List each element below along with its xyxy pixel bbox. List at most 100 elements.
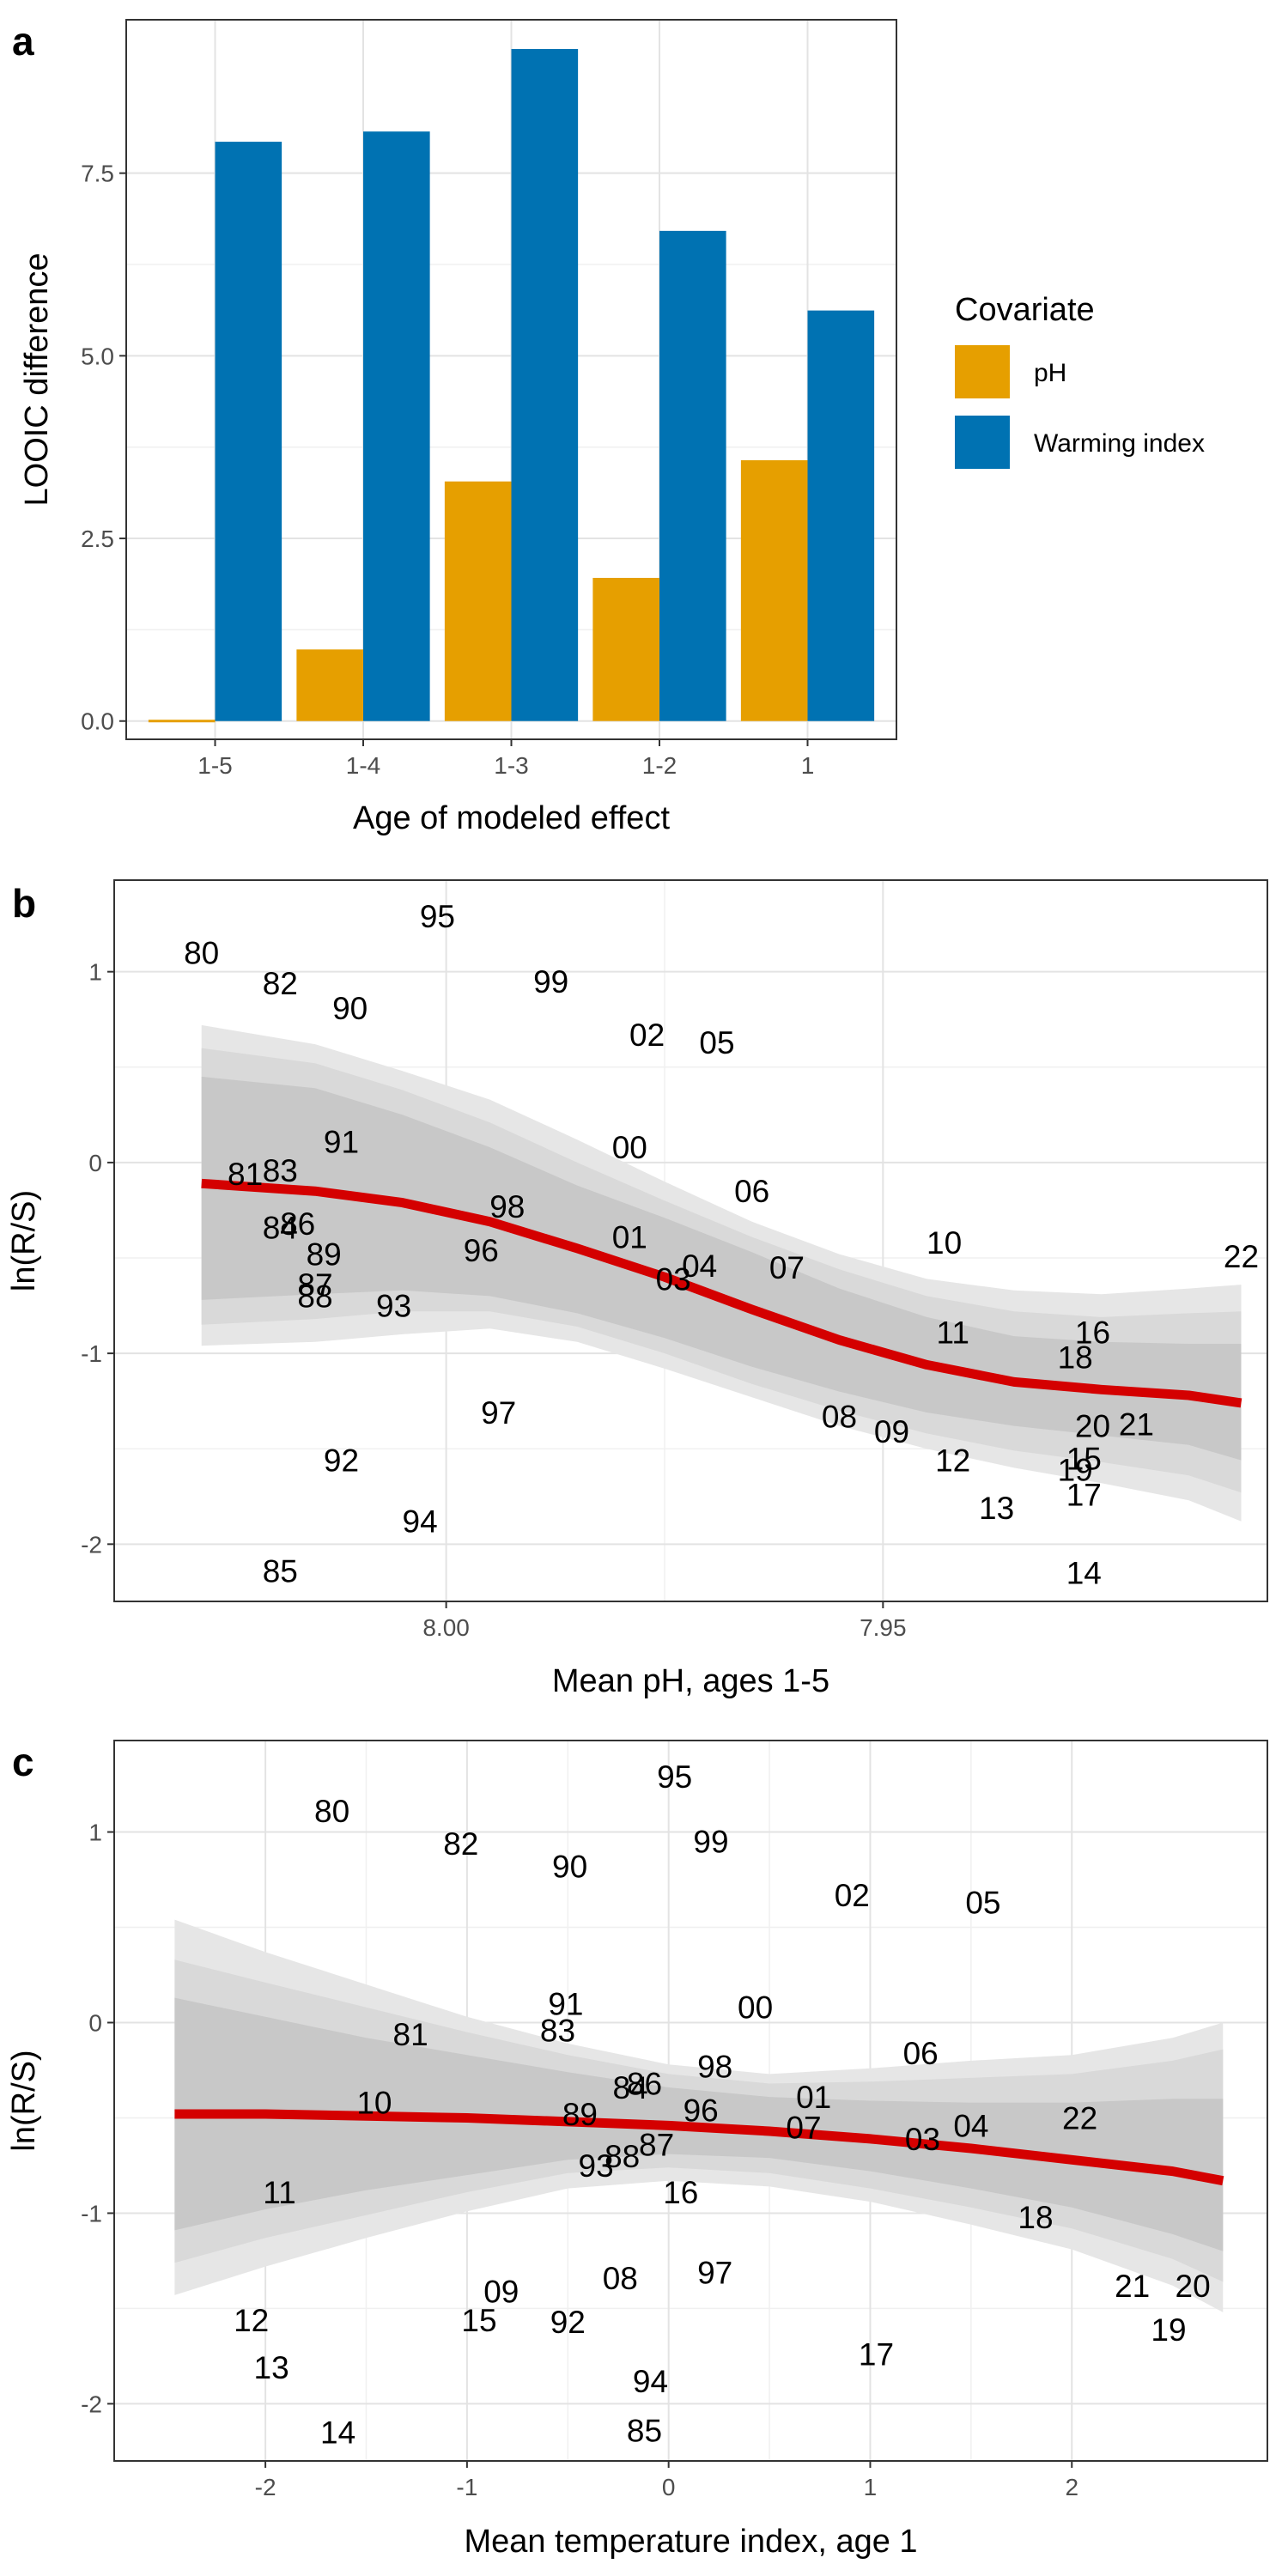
year-label-17: 17 [1066,1478,1102,1513]
panel-a-x-ticks: 1-5 1-4 1-3 1-2 1 [197,739,814,779]
panel-a-bars [148,49,875,723]
year-label-03: 03 [905,2122,940,2157]
year-label-86: 86 [280,1206,315,1242]
panel-a-x-tick-label: 1-4 [346,752,380,779]
bar-warming-index-1-3 [511,49,579,721]
year-label-84: 84 [613,2070,648,2105]
panel-c-x-tick-label: 2 [1065,2474,1078,2500]
panel-c-x-axis-title: Mean temperature index, age 1 [464,2524,917,2560]
bar-ph-1-4 [296,649,363,721]
panel-a-x-tick-label: 1-3 [494,752,528,779]
year-label-19: 19 [1058,1453,1093,1488]
bar-warming-index-1-5 [215,142,283,721]
year-label-07: 07 [786,2111,821,2146]
panel-c-x-tick-label: 1 [864,2474,878,2500]
panel-b-y-tick-label: -1 [81,1340,102,1367]
year-label-96: 96 [464,1233,499,1268]
panel-b-x-axis-title: Mean pH, ages 1-5 [552,1663,829,1699]
year-label-82: 82 [263,966,298,1001]
panel-a-x-tick-label: 1-2 [642,752,677,779]
bar-ph-1-5 [148,720,216,723]
panel-c-letter: c [12,1740,34,1784]
year-label-89: 89 [307,1237,342,1273]
year-label-03: 03 [656,1261,691,1297]
year-label-97: 97 [481,1395,516,1431]
year-label-93: 93 [376,1289,411,1324]
year-label-01: 01 [612,1220,647,1255]
year-label-17: 17 [859,2337,894,2372]
year-label-83: 83 [540,2013,575,2048]
panel-c-x-ticks: -2 -1 0 1 2 [255,2461,1078,2500]
year-label-08: 08 [603,2261,638,2296]
year-label-00: 00 [738,1990,773,2026]
panel-b-y-tick-label: -2 [81,1531,102,1558]
panel-b-letter: b [12,881,36,926]
year-label-16: 16 [663,2175,698,2210]
year-label-84: 84 [263,1210,298,1245]
bar-ph-1-3 [444,481,512,721]
panel-a: a 0.0 2.5 5.0 7.5 1-5 1-4 1-3 1-2 1 Age of mode… [12,19,1205,836]
panel-c-x-tick-label: -2 [255,2474,276,2500]
year-label-18: 18 [1018,2200,1053,2235]
year-label-80: 80 [314,1794,349,1829]
year-label-98: 98 [697,2050,732,2085]
panel-a-x-tick-label: 1 [801,752,815,779]
panel-c-y-tick-label: -2 [81,2391,102,2417]
panel-c-y-tick-label: 0 [88,2009,102,2036]
year-label-20: 20 [1176,2269,1211,2304]
year-label-13: 13 [979,1491,1014,1526]
panel-b-y-ticks: -2 -1 0 1 [81,959,114,1558]
year-label-94: 94 [403,1504,438,1540]
panel-b-x-ticks: 8.00 7.95 [422,1601,907,1641]
panel-b-frame [113,879,1268,1602]
year-label-96: 96 [683,2093,719,2129]
year-label-87: 87 [297,1267,332,1303]
year-label-20: 20 [1075,1409,1110,1444]
year-label-90: 90 [552,1850,587,1885]
year-label-22: 22 [1062,2101,1097,2136]
year-label-85: 85 [263,1553,298,1589]
year-label-07: 07 [769,1250,805,1285]
panel-b-credible-bands [201,1024,1242,1522]
panel-a-x-axis-title: Age of modeled effect [353,800,670,836]
year-label-02: 02 [629,1018,665,1053]
panel-a-y-axis-title: LOOIC difference [19,252,55,506]
panel-c-y-tick-label: -1 [81,2200,102,2227]
year-label-04: 04 [953,2108,988,2143]
year-label-09: 09 [874,1414,909,1449]
panel-a-letter: a [12,19,34,64]
legend-label-warming-index: Warming index [1034,429,1205,458]
panel-b-y-tick-label: 0 [88,1150,102,1176]
year-label-92: 92 [550,2305,586,2340]
year-label-11: 11 [263,2175,295,2210]
panel-b-x-tick-label: 7.95 [860,1614,907,1641]
year-label-14: 14 [1066,1556,1102,1591]
legend-title: Covariate [955,292,1095,328]
panel-b-fit-line [201,1178,1242,1408]
year-label-92: 92 [324,1443,359,1479]
year-label-02: 02 [835,1878,870,1913]
year-label-91: 91 [548,1986,583,2021]
year-label-09: 09 [483,2275,519,2310]
year-label-13: 13 [254,2350,289,2385]
year-label-93: 93 [579,2148,614,2184]
legend-key-ph [955,345,1010,398]
year-label-15: 15 [1066,1441,1102,1476]
year-label-99: 99 [533,964,568,999]
year-label-05: 05 [965,1886,1000,1921]
legend-key-warming-index [955,416,1010,469]
year-label-15: 15 [461,2303,496,2338]
year-label-87: 87 [639,2128,674,2163]
year-label-21: 21 [1119,1406,1154,1442]
year-label-12: 12 [935,1443,970,1479]
year-label-99: 99 [693,1825,728,1860]
bar-ph-1-2 [592,577,659,721]
panel-c-y-ticks: -2 -1 0 1 [81,1820,114,2417]
year-label-08: 08 [822,1399,857,1434]
year-label-00: 00 [612,1130,647,1165]
panel-a-y-ticks: 0.0 2.5 5.0 7.5 [81,161,126,735]
